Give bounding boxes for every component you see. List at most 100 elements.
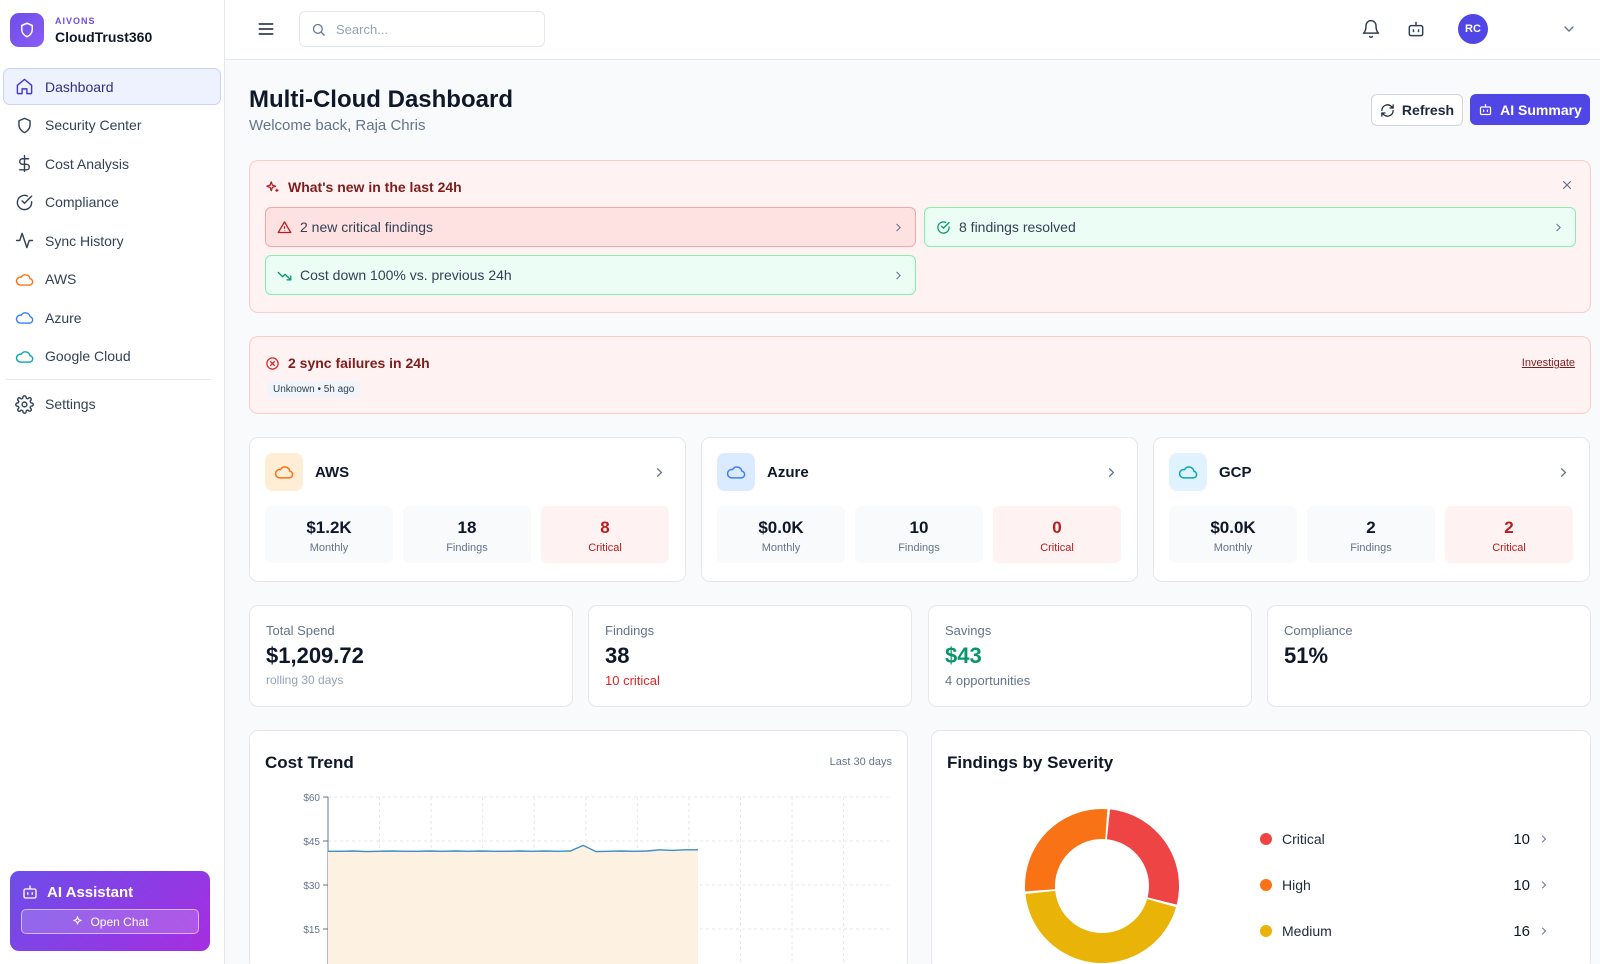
sidebar: AIVONS CloudTrust360 Dashboard Security … <box>0 0 225 964</box>
sidebar-item-azure[interactable]: Azure <box>3 299 221 336</box>
legend-dot <box>1260 833 1272 845</box>
sidebar-item-settings[interactable]: Settings <box>3 386 221 423</box>
cloud-card-gcp[interactable]: GCP $0.0K Monthly 2 Findings 2 Critical <box>1153 437 1590 582</box>
close-icon <box>1562 180 1572 190</box>
legend-item-high[interactable]: High 10 <box>1260 875 1560 895</box>
sidebar-item-aws[interactable]: AWS <box>3 261 221 298</box>
legend-count: 10 <box>1513 876 1530 894</box>
whats-new-item[interactable]: 2 new critical findings <box>265 207 916 247</box>
brand-product: CloudTrust360 <box>55 28 153 45</box>
cloud-icon <box>15 312 34 324</box>
ai-assistant-title: AI Assistant <box>47 883 134 901</box>
cloud-name: AWS <box>315 464 350 481</box>
ai-summary-label: AI Summary <box>1500 101 1582 118</box>
shield-logo-icon <box>10 13 44 47</box>
chart-title: Findings by Severity <box>947 753 1114 772</box>
menu-toggle-button[interactable] <box>256 19 276 44</box>
page-subtitle: Welcome back, Raja Chris <box>249 117 426 134</box>
kpi-label: Findings <box>605 623 655 638</box>
sidebar-item-label: Dashboard <box>45 78 114 95</box>
stat-critical: 8 Critical <box>541 506 669 563</box>
sidebar-item-label: AWS <box>45 271 77 287</box>
sidebar-item-label: Sync History <box>45 232 124 249</box>
sidebar-item-compliance[interactable]: Compliance <box>3 184 221 221</box>
sidebar-item-dashboard[interactable]: Dashboard <box>3 68 221 105</box>
hamburger-icon <box>258 23 274 35</box>
robot-icon <box>1480 103 1492 116</box>
robot-icon <box>23 885 37 899</box>
user-menu-toggle[interactable] <box>1561 21 1577 42</box>
cloud-icon <box>1169 453 1207 491</box>
whats-new-item[interactable]: 8 findings resolved <box>924 207 1576 247</box>
kpi-sub: rolling 30 days <box>266 673 344 687</box>
whats-new-item[interactable]: Cost down 100% vs. previous 24h <box>265 255 916 295</box>
sidebar-divider <box>6 378 211 380</box>
y-tick-label: $30 <box>303 881 320 892</box>
search-input[interactable] <box>336 21 526 37</box>
investigate-link[interactable]: Investigate <box>1521 357 1575 369</box>
sidebar-item-label: Settings <box>45 396 96 412</box>
ai-summary-button[interactable]: AI Summary <box>1470 94 1590 125</box>
kpi-sub: 4 opportunities <box>945 673 1031 688</box>
sidebar-item-sync-history[interactable]: Sync History <box>3 222 221 259</box>
chevron-right-icon <box>1542 881 1547 889</box>
sparkles-icon <box>73 916 83 925</box>
kpi-label: Savings <box>945 623 992 638</box>
kpi-value: 38 <box>605 643 630 668</box>
y-tick-label: $45 <box>303 837 320 848</box>
chevron-right-icon <box>1542 927 1547 935</box>
legend-item-medium[interactable]: Medium 16 <box>1260 921 1560 941</box>
kpi-total-spend: Total Spend $1,209.72 rolling 30 days <box>249 605 573 707</box>
y-tick-label: $15 <box>303 925 320 936</box>
trending-down-icon <box>277 271 292 280</box>
avatar[interactable]: RC <box>1458 14 1488 44</box>
x-circle-icon <box>266 356 279 370</box>
refresh-icon <box>1381 103 1394 117</box>
legend-dot <box>1260 879 1272 891</box>
sidebar-item-label: Azure <box>45 309 82 326</box>
legend-item-critical[interactable]: Critical 10 <box>1260 829 1560 849</box>
stat-findings: 2 Findings <box>1307 506 1435 563</box>
refresh-button[interactable]: Refresh <box>1371 94 1463 126</box>
chevron-down-icon <box>1564 26 1574 32</box>
kpi-value: $43 <box>945 643 982 668</box>
brand[interactable]: AIVONS CloudTrust360 <box>0 0 224 60</box>
open-chat-button[interactable]: Open Chat <box>21 909 199 934</box>
gear-icon <box>15 394 34 414</box>
ai-bot-button[interactable] <box>1406 19 1426 44</box>
search-box <box>299 11 545 47</box>
kpi-label: Total Spend <box>266 623 335 638</box>
sparkles-icon <box>266 180 279 192</box>
cloud-name: Azure <box>767 464 809 481</box>
page-title: Multi-Cloud Dashboard <box>249 86 513 113</box>
chart-title: Cost Trend <box>265 753 354 772</box>
cloud-card-azure[interactable]: Azure $0.0K Monthly 10 Findings 0 Critical <box>701 437 1138 582</box>
bell-icon <box>1362 19 1380 39</box>
chevron-right-icon <box>657 468 663 477</box>
sidebar-item-google-cloud[interactable]: Google Cloud <box>3 338 221 375</box>
sidebar-item-cost-analysis[interactable]: Cost Analysis <box>3 145 221 182</box>
sidebar-item-security-center[interactable]: Security Center <box>3 107 221 144</box>
stat-monthly: $0.0K Monthly <box>1169 506 1297 563</box>
sync-failures-title: 2 sync failures in 24h <box>288 355 430 371</box>
whats-new-text: 2 new critical findings <box>300 219 434 235</box>
sidebar-item-label: Cost Analysis <box>45 155 130 172</box>
stat-findings: 10 Findings <box>855 506 983 563</box>
stat-monthly: $1.2K Monthly <box>265 506 393 563</box>
severity-donut-chart <box>1025 809 1179 963</box>
whats-new-text: 8 findings resolved <box>959 219 1076 235</box>
shield-icon <box>18 117 31 133</box>
kpi-sub: 10 critical <box>605 673 660 688</box>
cloud-icon <box>265 453 303 491</box>
ai-assistant-card: AI Assistant Open Chat <box>10 871 210 951</box>
stat-monthly: $0.0K Monthly <box>717 506 845 563</box>
cloud-name: GCP <box>1219 464 1252 481</box>
cloud-icon <box>15 273 34 286</box>
whats-new-title: What's new in the last 24h <box>288 179 462 195</box>
close-button[interactable] <box>1560 178 1574 197</box>
cost-trend-card: Cost Trend Last 30 days $60 $45 $30 $15 <box>249 730 908 964</box>
notifications-button[interactable] <box>1361 19 1381 44</box>
chevron-right-icon <box>1109 468 1115 477</box>
cloud-card-aws[interactable]: AWS $1.2K Monthly 18 Findings 8 Critical <box>249 437 686 582</box>
chevron-right-icon <box>1542 835 1547 843</box>
